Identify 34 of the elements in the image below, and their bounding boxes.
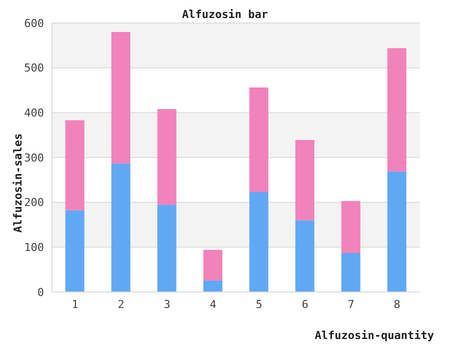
bar <box>341 252 360 292</box>
bar <box>203 280 222 292</box>
bar <box>65 120 84 210</box>
chart-title: Alfuzosin bar <box>182 8 268 21</box>
y-tick-label: 400 <box>24 106 44 120</box>
bar <box>157 109 176 205</box>
y-tick-label: 0 <box>37 286 44 299</box>
x-tick-label: 8 <box>394 298 400 311</box>
y-tick-label: 100 <box>24 241 44 254</box>
bar <box>249 192 268 292</box>
bar <box>341 200 360 253</box>
bar <box>249 88 268 192</box>
y-axis-title: Alfuzosin-sales <box>12 133 24 233</box>
bar <box>387 171 406 292</box>
x-tick-label: 6 <box>302 298 308 311</box>
y-tick-label: 600 <box>24 16 44 30</box>
x-tick-label: 4 <box>210 298 217 311</box>
x-tick-label: 7 <box>348 298 354 311</box>
bar <box>65 210 84 292</box>
x-axis-title: Alfuzosin-quantity <box>314 329 434 342</box>
x-tick-label: 5 <box>256 298 262 311</box>
x-tick-label: 1 <box>72 298 78 311</box>
bar <box>111 32 130 164</box>
bar <box>203 250 222 280</box>
y-tick-label: 300 <box>24 151 44 164</box>
bar <box>387 48 406 172</box>
x-tick-label: 2 <box>118 298 124 311</box>
bar <box>157 204 176 292</box>
y-tick-label: 200 <box>24 196 44 210</box>
x-tick-label: 3 <box>164 298 170 311</box>
bar <box>295 220 314 292</box>
bar <box>111 163 130 292</box>
bar <box>295 140 314 220</box>
y-tick-label: 500 <box>24 62 44 75</box>
